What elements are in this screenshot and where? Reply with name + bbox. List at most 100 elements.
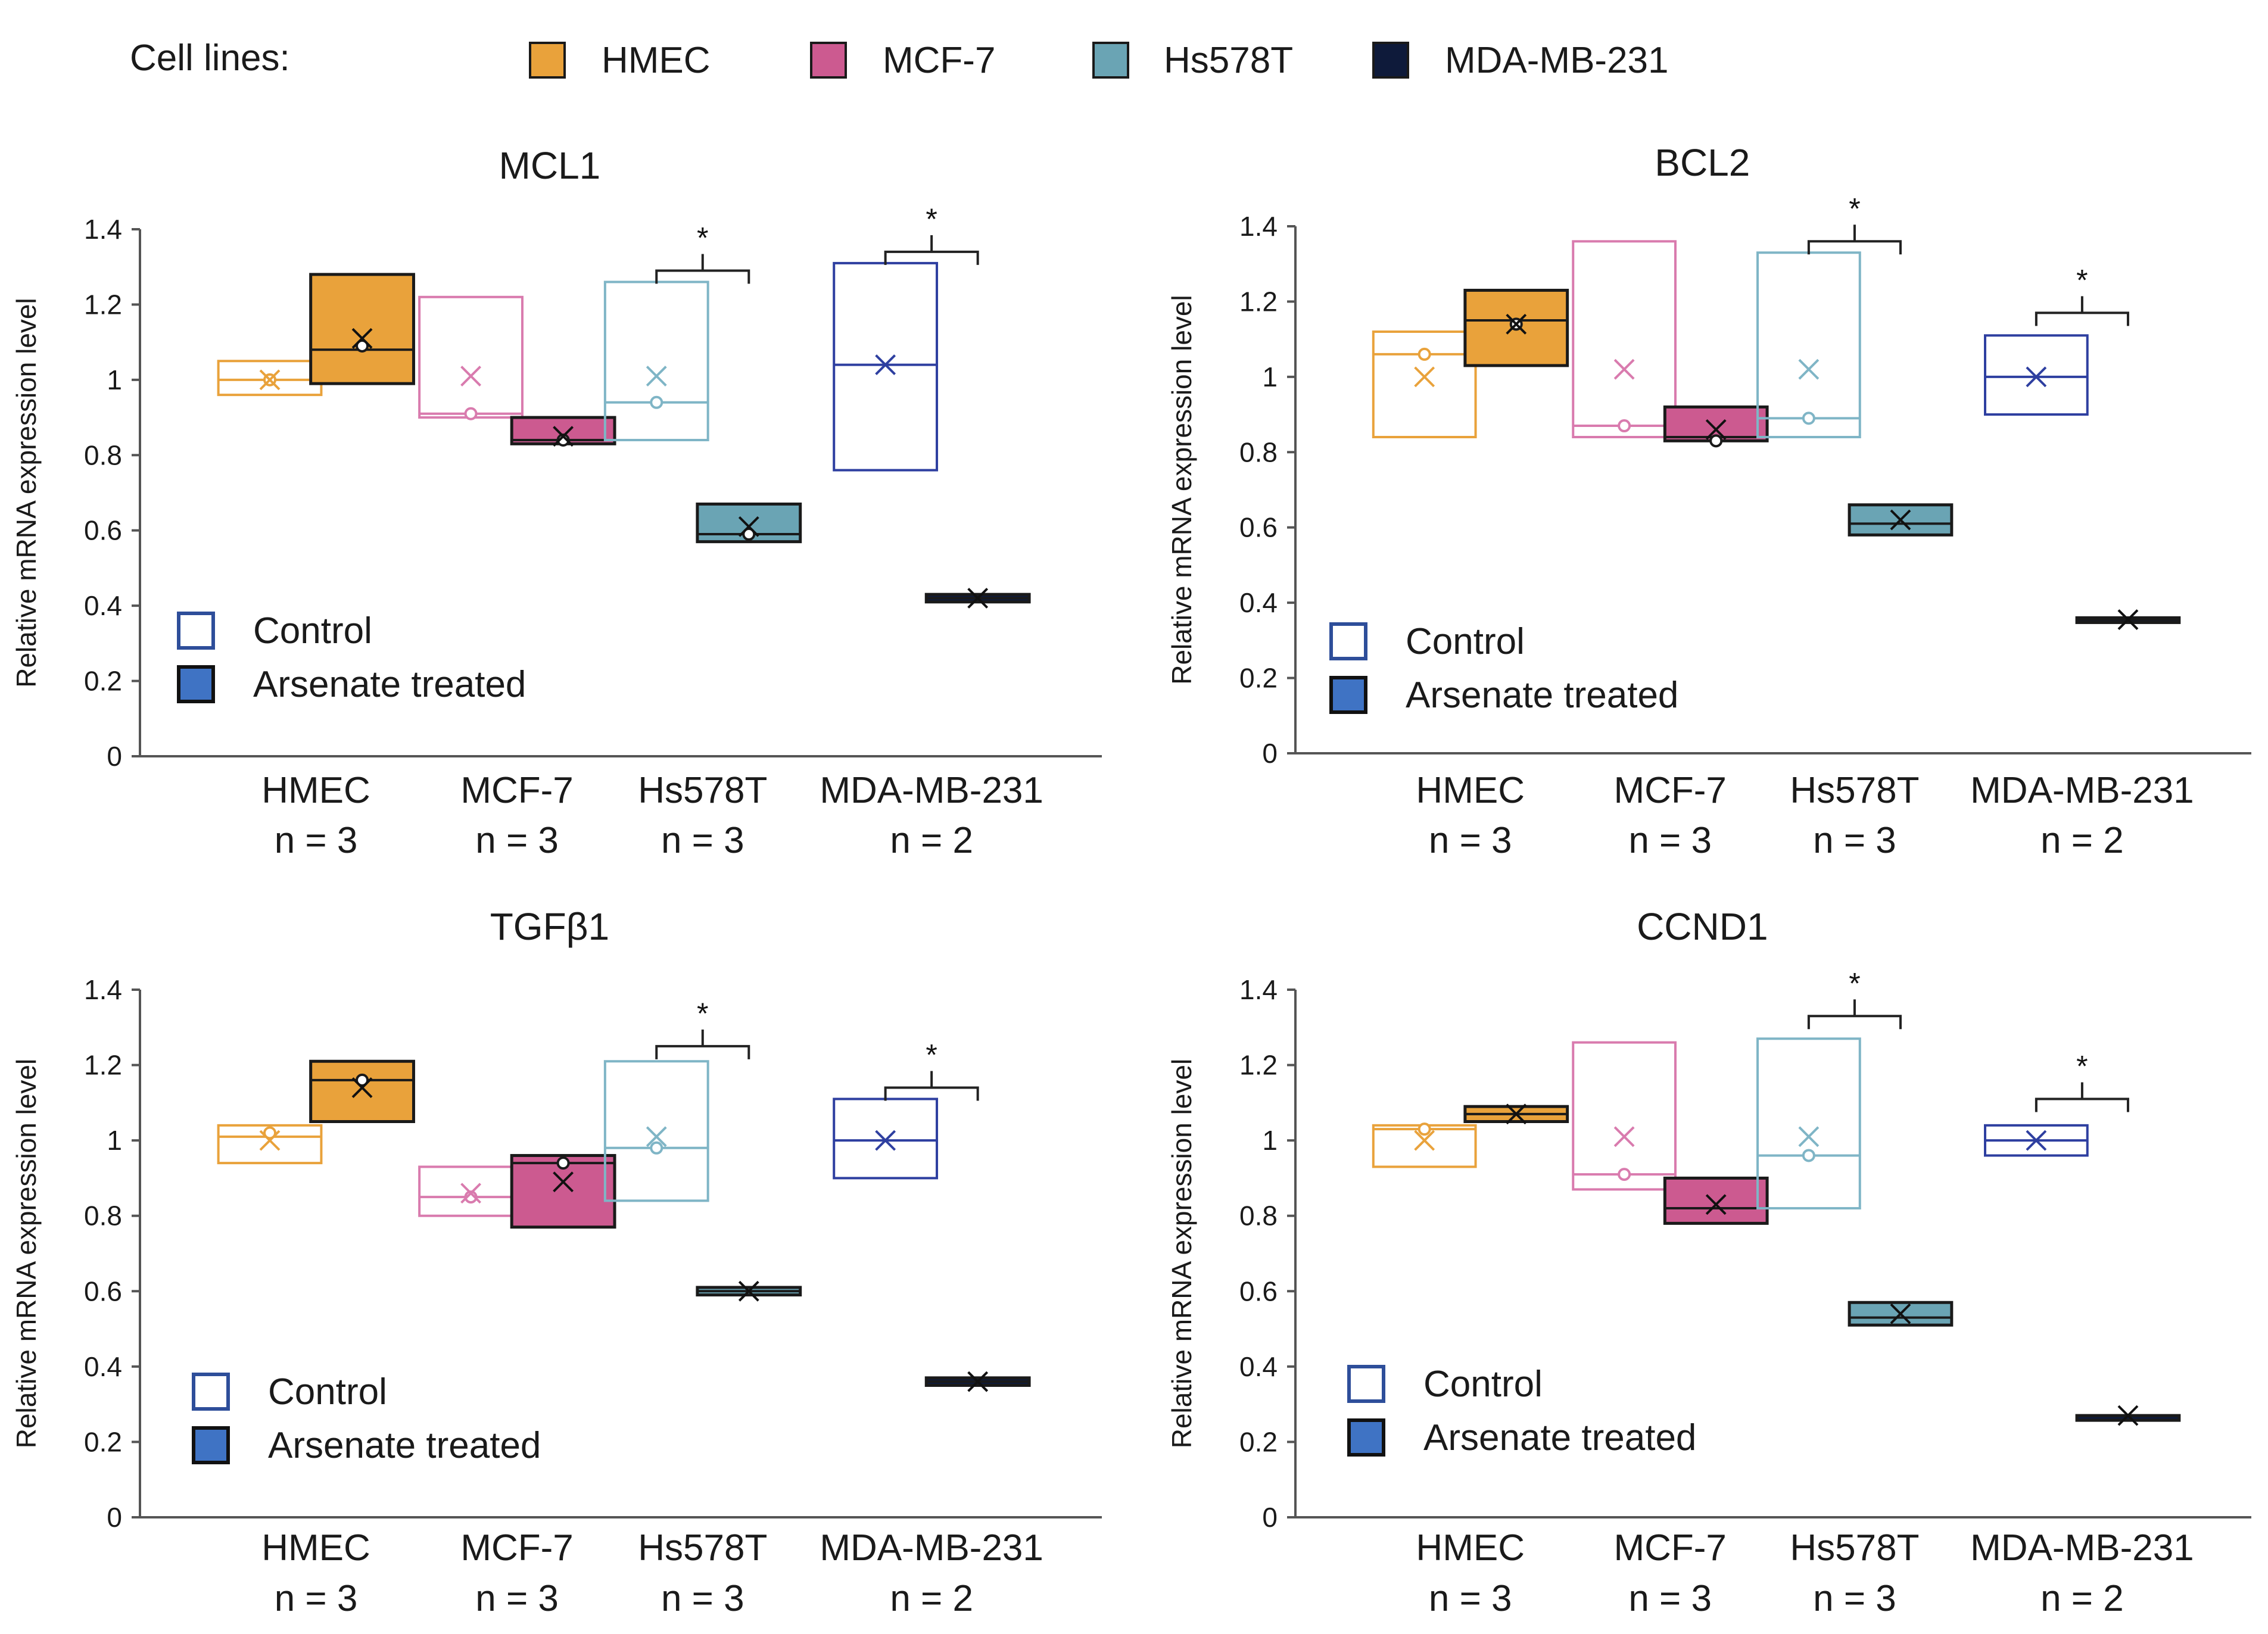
chart-title: CCND1 (1637, 905, 1768, 948)
control-box-mcf-7 (1572, 1041, 1677, 1191)
control-box-hs578t (1756, 251, 1861, 438)
y-axis-label: Relative mRNA expression level (1166, 295, 1197, 685)
legend-treated-swatch (177, 665, 215, 703)
significance-bracket-mda-mb-231 (2035, 311, 2129, 326)
legend-treated-swatch (1329, 676, 1367, 714)
x-category-n-mda-mb-231: n = 2 (890, 1578, 973, 1619)
control-box-hmec-mean-marker (259, 1130, 281, 1151)
control-box-hmec-mean-marker (1414, 366, 1435, 388)
treated-box-hmec-point (356, 1073, 369, 1087)
chart-title: MCL1 (499, 144, 601, 187)
y-tick-label: 0.4 (1239, 1351, 1278, 1382)
x-category-n-hmec: n = 3 (275, 1578, 358, 1619)
y-tick-label: 0.4 (1239, 587, 1278, 618)
treated-box-hmec (1463, 288, 1569, 367)
x-category-n-hs578t: n = 3 (1813, 820, 1896, 861)
legend-control-label: Control (1406, 621, 1525, 662)
control-box-mda-mb-231-mean-marker (875, 354, 896, 375)
legend-treated-label: Arsenate treated (268, 1425, 541, 1466)
legend-control-label: Control (1423, 1364, 1543, 1405)
control-box-hs578t (1756, 1037, 1861, 1210)
significance-bracket-mda-mb-231 (884, 250, 979, 265)
y-axis-label: Relative mRNA expression level (11, 298, 42, 688)
legend-control-swatch (177, 612, 215, 650)
significance-star: * (697, 997, 708, 1030)
treated-box-mda-mb-231-mean-marker (967, 588, 989, 609)
control-box-hs578t (603, 1060, 709, 1202)
chart-panels: MCL1 Relative mRNA expression level 0 0.2 0.… (11, 141, 2251, 1619)
x-category-n-hmec: n = 3 (1429, 1578, 1512, 1619)
x-category-label-hmec: HMEC (261, 770, 370, 811)
x-category-label-hs578t: Hs578T (1790, 770, 1919, 811)
y-tick-label: 0.8 (1239, 436, 1278, 467)
x-category-label-hs578t: Hs578T (638, 1527, 767, 1568)
significance-bracket-hs578t (655, 269, 750, 284)
significance-bracket-mda-mb-231 (2035, 1097, 2129, 1112)
y-tick-label: 0.4 (84, 1351, 122, 1382)
x-category-label-hmec: HMEC (261, 1527, 370, 1568)
treated-box-hmec-mean-marker (1506, 1103, 1527, 1125)
panel-tgf-1: TGFβ1 Relative mRNA expression level 0 0.2 0… (11, 905, 1102, 1619)
treated-box-mda-mb-231-mean-marker (2117, 609, 2139, 631)
y-tick-label: 1 (1262, 1125, 1278, 1156)
x-category-n-mcf-7: n = 3 (475, 820, 559, 861)
y-tick-label: 0 (107, 1502, 122, 1533)
treated-box-mcf-7-mean-marker (1705, 419, 1727, 440)
control-box-hmec-point (263, 1126, 277, 1140)
control-box-hs578t-point (1802, 1149, 1815, 1162)
x-category-n-hs578t: n = 3 (661, 820, 744, 861)
y-tick-label: 1.2 (84, 289, 122, 320)
control-box-mcf-7-mean-marker (1613, 1126, 1635, 1147)
x-category-label-mcf-7: MCF-7 (1613, 770, 1726, 811)
significance-bracket-hs578t (1807, 1015, 1902, 1030)
treated-box-hmec (309, 273, 415, 385)
y-tick-label: 1 (107, 364, 122, 395)
cell-lines-legend: Cell lines: HMEC MCF-7 Hs578T MDA-MB-231 (130, 38, 1669, 81)
y-tick-label: 0.2 (1239, 663, 1278, 694)
x-category-n-mda-mb-231: n = 2 (2040, 820, 2124, 861)
control-box-hmec (1372, 330, 1477, 438)
legend-swatch-mcf7 (810, 42, 847, 79)
treated-box-hs578t (696, 502, 802, 544)
panel-mcl1: MCL1 Relative mRNA expression level 0 0.2 0.… (11, 144, 1102, 861)
treated-box-mda-mb-231-mean-marker (967, 1371, 989, 1392)
x-category-label-mda-mb-231: MDA-MB-231 (820, 770, 1043, 811)
control-box-hs578t (603, 280, 709, 441)
x-category-n-mda-mb-231: n = 2 (890, 820, 973, 861)
x-category-label-hmec: HMEC (1416, 770, 1525, 811)
control-box-mcf-7-point (464, 407, 478, 420)
control-box-mcf-7 (418, 295, 524, 419)
y-tick-label: 1 (107, 1125, 122, 1156)
significance-star: * (1849, 966, 1860, 1000)
x-category-label-mda-mb-231: MDA-MB-231 (820, 1527, 1043, 1568)
legend-swatch-hs578t (1092, 42, 1129, 79)
control-box-mda-mb-231-mean-marker (2026, 366, 2047, 388)
treated-box-hs578t-mean-marker (738, 516, 759, 537)
x-category-n-mcf-7: n = 3 (475, 1578, 559, 1619)
treated-box-mcf-7-mean-marker (553, 426, 574, 447)
control-box-mcf-7-point (1618, 419, 1631, 433)
treated-box-mcf-7-mean-marker (1705, 1194, 1727, 1215)
x-category-n-hs578t: n = 3 (661, 1578, 744, 1619)
legend-label-mda-mb-231: MDA-MB-231 (1445, 40, 1669, 81)
x-category-n-mcf-7: n = 3 (1628, 1578, 1712, 1619)
y-tick-label: 0.2 (84, 1426, 122, 1457)
control-box-mcf-7 (1572, 240, 1677, 438)
legend-control-swatch (192, 1373, 230, 1411)
significance-bracket-hs578t (1807, 240, 1902, 255)
x-category-label-mda-mb-231: MDA-MB-231 (1970, 770, 2194, 811)
legend-label-hs578t: Hs578T (1164, 40, 1293, 81)
control-box-mcf-7-mean-marker (460, 1183, 481, 1204)
control-box-hmec-mean-marker (1414, 1130, 1435, 1151)
control-box-hs578t-mean-marker (1798, 1126, 1820, 1147)
treated-box-hmec (309, 1059, 415, 1123)
significance-star: * (1849, 192, 1860, 225)
y-tick-label: 1.2 (84, 1050, 122, 1081)
treated-box-hs578t-mean-marker (1890, 509, 1911, 531)
legend-treated-label: Arsenate treated (1423, 1417, 1696, 1458)
legend-title: Cell lines: (130, 38, 290, 79)
x-category-label-mcf-7: MCF-7 (460, 1527, 573, 1568)
control-box-hs578t-point (650, 395, 663, 409)
y-tick-label: 1 (1262, 361, 1278, 392)
